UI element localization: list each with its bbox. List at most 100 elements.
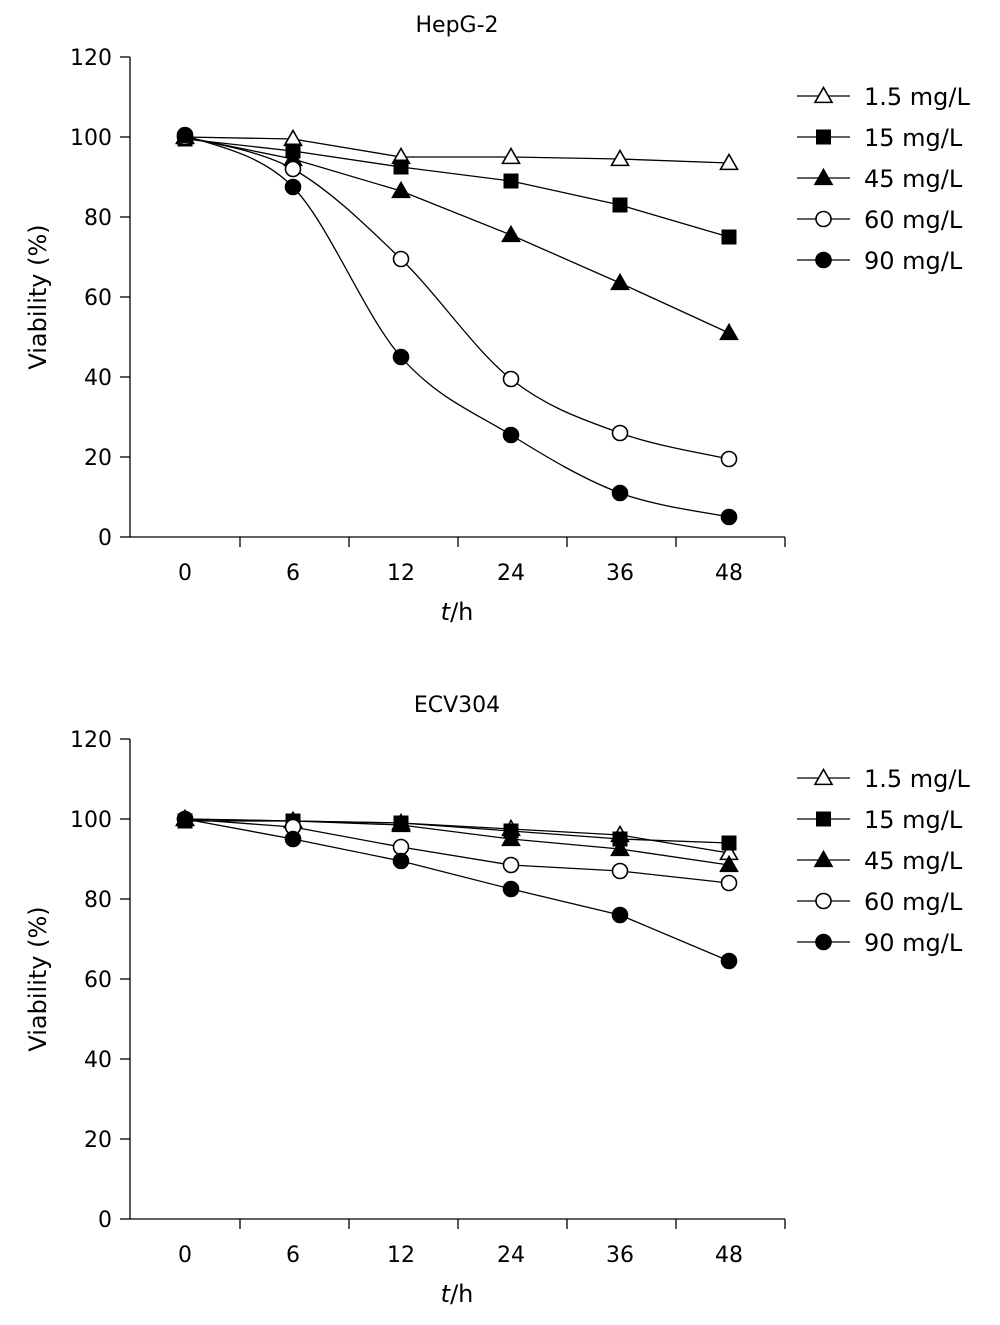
data-point	[720, 450, 738, 468]
x-tick-label: 36	[606, 1243, 634, 1268]
data-point	[176, 126, 194, 144]
legend-item: 60 mg/L	[797, 888, 963, 916]
data-point	[391, 814, 411, 833]
data-point	[503, 173, 519, 189]
y-tick-label: 80	[84, 206, 112, 231]
x-axis-label-unit: /h	[450, 598, 473, 626]
x-tick-label: 24	[497, 561, 525, 586]
x-tick-label: 48	[715, 561, 743, 586]
data-point	[284, 160, 302, 178]
y-axis-label: Viability (%)	[24, 906, 52, 1051]
data-point	[502, 426, 520, 444]
data-point	[612, 197, 628, 213]
legend-item: 60 mg/L	[797, 206, 963, 234]
series-line	[184, 138, 730, 238]
chart-title: HepG-2	[415, 13, 498, 38]
legend-marker	[813, 849, 834, 868]
x-tick-label: 24	[497, 1243, 525, 1268]
legend-item: 90 mg/L	[797, 247, 963, 275]
data-point	[721, 229, 737, 245]
data-point	[391, 180, 411, 199]
data-point	[610, 838, 630, 857]
y-tick-label: 100	[70, 126, 112, 151]
data-point	[283, 128, 303, 147]
data-point	[721, 835, 737, 851]
legend-item: 15 mg/L	[797, 124, 963, 152]
legend-marker	[815, 892, 832, 910]
legend-marker	[815, 933, 832, 951]
legend-marker	[816, 811, 831, 827]
x-axis-label-unit: /h	[450, 1280, 473, 1308]
y-tick-label: 0	[98, 1208, 112, 1233]
data-point	[719, 152, 739, 171]
chart-panel-hepg2: HepG-2 0 20 40 60 80 100 120 0 6 12 24 36 48 t/h Viabil…	[24, 13, 970, 626]
y-tick-label: 120	[70, 46, 112, 71]
data-point	[501, 828, 521, 847]
x-tick-label: 12	[387, 561, 415, 586]
legend-marker	[815, 210, 832, 228]
series-1-5-mg-l	[175, 808, 739, 861]
series-60-mg-l	[176, 810, 738, 892]
data-point	[611, 906, 629, 924]
series-line	[184, 136, 730, 334]
legend-label: 90 mg/L	[864, 929, 963, 957]
data-point	[610, 272, 630, 291]
series-line	[184, 818, 730, 884]
data-point	[611, 484, 629, 502]
data-point	[719, 322, 739, 341]
x-tick-label: 0	[178, 1243, 192, 1268]
series-line	[184, 818, 730, 866]
data-point	[392, 838, 410, 856]
data-point	[720, 508, 738, 526]
data-point	[502, 880, 520, 898]
y-tick-label: 60	[84, 968, 112, 993]
legend-item: 45 mg/L	[797, 165, 963, 193]
data-point	[284, 178, 302, 196]
x-tick-label: 0	[178, 561, 192, 586]
data-point	[393, 159, 409, 175]
x-tick-label: 6	[286, 561, 300, 586]
data-point	[501, 224, 521, 243]
x-axis-label-var: t	[441, 1280, 452, 1308]
series-line	[184, 818, 730, 854]
data-point	[502, 856, 520, 874]
x-tick-label: 36	[606, 561, 634, 586]
legend-marker	[816, 129, 831, 145]
data-point	[392, 852, 410, 870]
data-point	[392, 250, 410, 268]
series-line	[184, 134, 730, 518]
series-90-mg-l	[176, 810, 738, 970]
y-tick-label: 120	[70, 728, 112, 753]
data-point	[720, 952, 738, 970]
data-point	[610, 148, 630, 167]
legend-label: 1.5 mg/L	[864, 765, 970, 793]
data-point	[502, 370, 520, 388]
legend-label: 45 mg/L	[864, 847, 963, 875]
legend: 1.5 mg/L 15 mg/L 45 mg/L 60 mg/L 90 mg/L	[797, 83, 970, 275]
legend-label: 1.5 mg/L	[864, 83, 970, 111]
legend-item: 1.5 mg/L	[797, 765, 970, 793]
series-line	[184, 136, 730, 164]
data-point	[611, 424, 629, 442]
legend-label: 60 mg/L	[864, 888, 963, 916]
x-tick-label: 48	[715, 1243, 743, 1268]
y-tick-label: 40	[84, 366, 112, 391]
legend-item: 45 mg/L	[797, 847, 963, 875]
chart-panel-ecv304: ECV304 0 20 40 60 80 100 120 0 6 12 24 36 48 t/h Viabil…	[24, 693, 970, 1308]
y-tick-label: 60	[84, 286, 112, 311]
legend-item: 90 mg/L	[797, 929, 963, 957]
x-axis-label-var: t	[441, 598, 452, 626]
legend-label: 90 mg/L	[864, 247, 963, 275]
legend-marker	[813, 85, 834, 104]
legend-label: 60 mg/L	[864, 206, 963, 234]
x-axis-label: t/h	[441, 1280, 474, 1308]
legend-label: 15 mg/L	[864, 806, 963, 834]
legend-item: 15 mg/L	[797, 806, 963, 834]
legend-label: 45 mg/L	[864, 165, 963, 193]
series-line	[184, 818, 730, 962]
y-tick-label: 80	[84, 888, 112, 913]
y-tick-label: 20	[84, 446, 112, 471]
y-axis-label: Viability (%)	[24, 224, 52, 369]
